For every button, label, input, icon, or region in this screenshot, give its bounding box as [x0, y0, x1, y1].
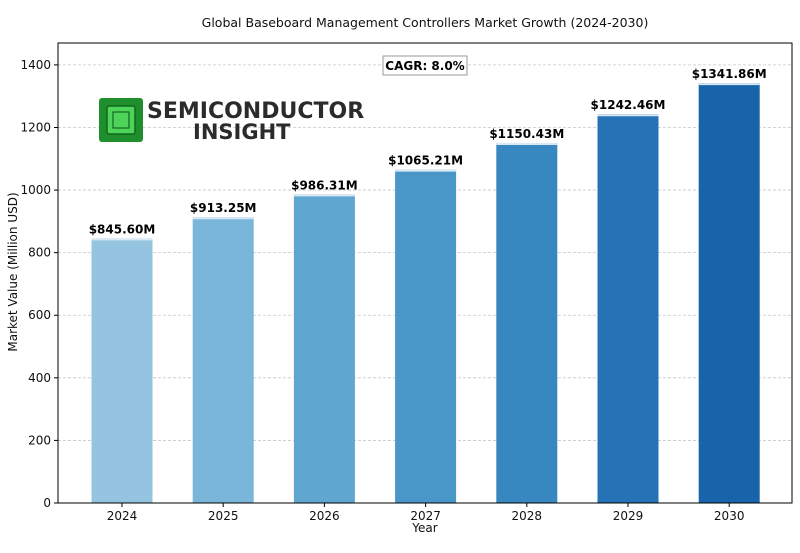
x-tick-label: 2027: [410, 509, 441, 523]
data-label-2025: $913.25M: [190, 201, 257, 215]
y-tick-label: 1400: [20, 58, 51, 72]
bar-2024: [91, 238, 153, 503]
y-tick-label: 800: [28, 246, 51, 260]
data-label-2024: $845.60M: [89, 222, 156, 236]
x-tick-label: 2024: [107, 509, 138, 523]
chart-title: Global Baseboard Management Controllers …: [202, 15, 649, 30]
x-tick-label: 2028: [512, 509, 543, 523]
data-labels-group: $845.60M $913.25M $986.31M $1065.21M $1150.4…: [89, 67, 767, 236]
x-tick-label: 2025: [208, 509, 239, 523]
y-tick-label: 1200: [20, 120, 51, 134]
y-tick-label: 400: [28, 371, 51, 385]
y-axis: 0 200 400 600 800 1000 1200 1400: [20, 58, 58, 510]
cagr-annotation: CAGR: 8.0%: [382, 55, 468, 76]
y-tick-label: 600: [28, 308, 51, 322]
x-axis: 2024 2025 2026 2027 2028 2029 2030: [107, 503, 745, 523]
data-label-2029: $1242.46M: [591, 98, 666, 112]
x-tick-label: 2026: [309, 509, 340, 523]
data-label-2030: $1341.86M: [692, 67, 767, 81]
bar-2029: [597, 114, 659, 503]
bar-2026: [293, 194, 355, 504]
cagr-text: CAGR: 8.0%: [385, 59, 464, 73]
semiconductor-insight-logo: SEMICONDUCTOR INSIGHT: [99, 98, 364, 144]
bar-2025: [192, 217, 254, 504]
bars-group: [91, 83, 760, 504]
chip-die: [112, 111, 130, 129]
plot-frame: [57, 42, 793, 504]
logo-line-2: INSIGHT: [193, 120, 291, 144]
bar-2030: [698, 83, 760, 503]
y-axis-label: Market Value (Million USD): [6, 192, 20, 351]
y-tick-label: 0: [43, 496, 51, 510]
x-tick-label: 2029: [613, 509, 644, 523]
bar-2027: [395, 169, 457, 503]
x-axis-label: Year: [411, 521, 437, 535]
logo-line-1: SEMICONDUCTOR: [147, 99, 364, 124]
bar-2028: [496, 143, 558, 503]
data-label-2028: $1150.43M: [489, 127, 564, 141]
y-tick-label: 200: [28, 433, 51, 447]
x-tick-label: 2030: [714, 509, 745, 523]
y-tick-label: 1000: [20, 183, 51, 197]
chip-core: [106, 105, 136, 135]
cagr-box: [382, 55, 468, 76]
data-label-2026: $986.31M: [291, 178, 358, 192]
data-label-2027: $1065.21M: [388, 154, 463, 168]
